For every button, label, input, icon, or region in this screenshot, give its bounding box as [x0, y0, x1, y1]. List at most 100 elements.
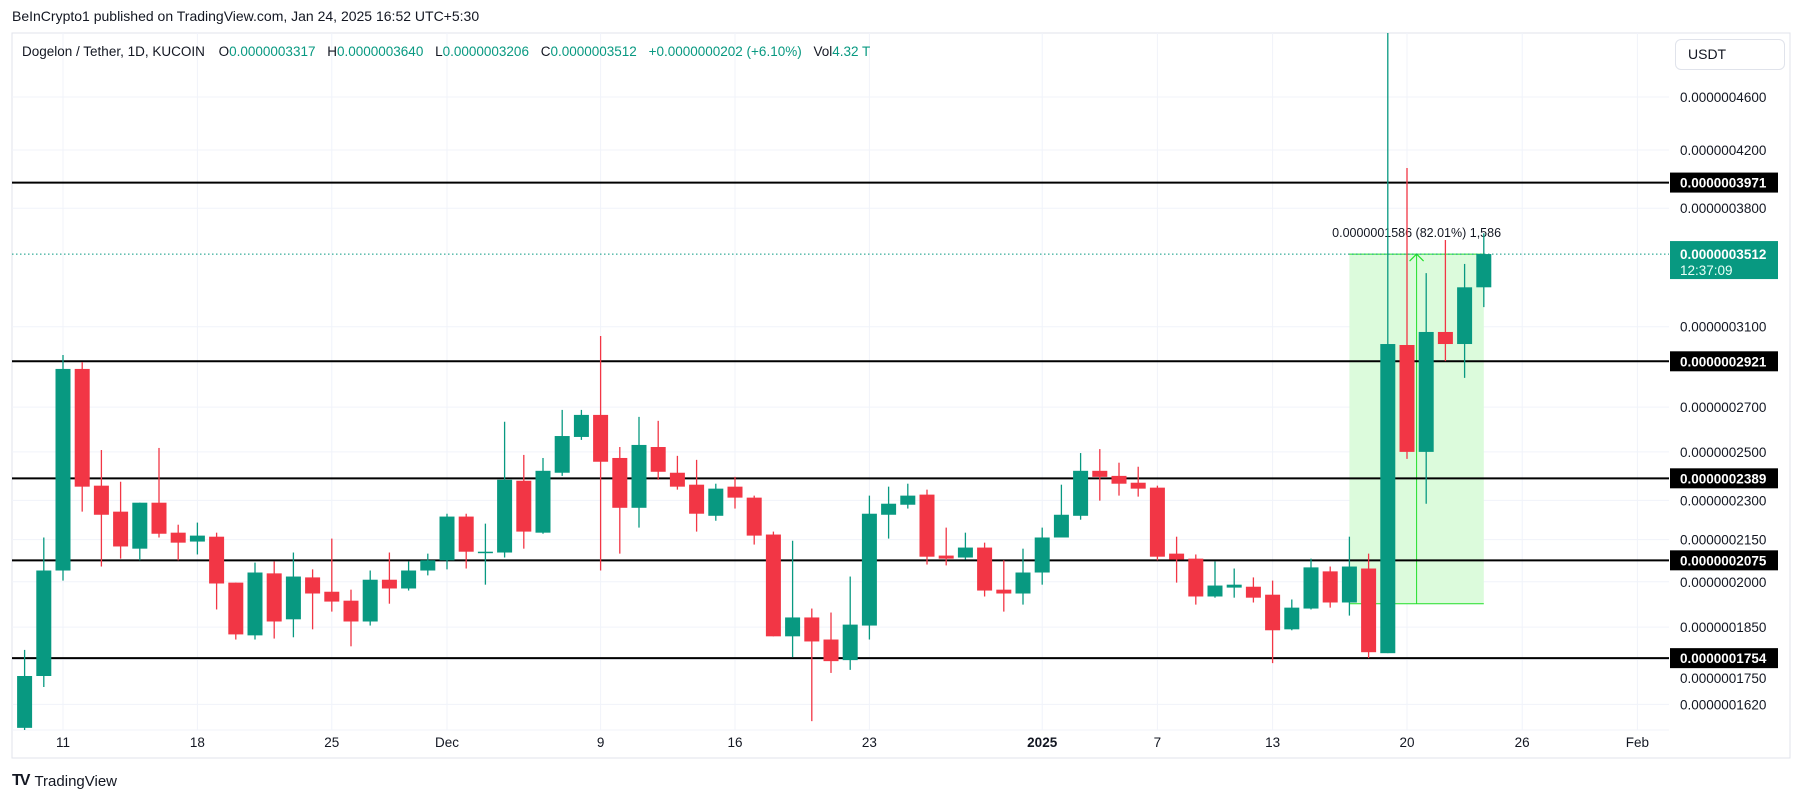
price-tick-label: 0.0000001750 [1680, 671, 1766, 686]
candle-body [36, 570, 52, 676]
candle-body [228, 582, 244, 635]
candle [631, 416, 647, 528]
countdown-label: 12:37:09 [1680, 263, 1733, 278]
candle-body [919, 494, 935, 557]
candle-body [381, 579, 397, 589]
price-tick-label: 0.0000003800 [1680, 201, 1766, 216]
candle [861, 495, 877, 640]
candle [516, 454, 532, 549]
candle [785, 540, 801, 658]
candle-body [631, 444, 647, 508]
candle-body [1034, 537, 1050, 573]
candle-body [1226, 584, 1242, 588]
candle [1149, 485, 1165, 561]
candle-body [1322, 571, 1338, 603]
candle [1399, 167, 1415, 459]
candle [1130, 466, 1146, 497]
candle [113, 481, 129, 559]
level-price-box [1670, 172, 1778, 193]
candle-body [209, 536, 225, 584]
candle-body [17, 675, 33, 728]
candle-body [996, 589, 1012, 594]
candle-body [132, 502, 148, 549]
last-price-box [1670, 241, 1778, 280]
close-label: C [540, 44, 551, 59]
candle [477, 523, 493, 585]
candle [669, 455, 685, 490]
candle-body [612, 457, 628, 508]
price-tick-label: 0.0000002500 [1680, 445, 1766, 460]
close-value: 0.0000003512 [550, 44, 637, 59]
candle-body [689, 484, 705, 514]
candle-body [1437, 331, 1453, 345]
candle-body [842, 624, 858, 661]
candle-body [113, 511, 129, 547]
candle-body [477, 551, 493, 554]
candle-body [765, 534, 781, 637]
date-tick-label: 23 [862, 735, 877, 750]
candle [957, 532, 973, 560]
price-tick-label: 0.0000001620 [1680, 697, 1766, 712]
date-tick-label: 20 [1399, 735, 1414, 750]
candle [1073, 453, 1089, 520]
level-price-label: 0.0000002075 [1680, 553, 1767, 568]
candle-body [573, 414, 589, 437]
candle [708, 483, 724, 521]
price-axis: 0.0000004600 0.0000004200 0.0000003800 0.00… [1670, 90, 1778, 712]
candle [401, 561, 417, 591]
candle-body [1303, 567, 1319, 609]
candle [900, 483, 916, 509]
candle [535, 457, 551, 534]
price-tick-label: 0.0000004200 [1680, 143, 1766, 158]
candle [919, 489, 935, 565]
candle-body [189, 535, 205, 542]
chart-legend: Dogelon / Tether, 1D, KUCOIN O0.00000033… [22, 44, 878, 59]
date-tick-label: Dec [435, 735, 459, 750]
candle [804, 608, 820, 722]
candle [420, 553, 436, 576]
candle [1092, 449, 1108, 501]
level-price-label: 0.0000003971 [1680, 176, 1767, 191]
candle-body [1073, 470, 1089, 516]
candle-body [1053, 514, 1069, 538]
candle-body [823, 639, 839, 662]
candle [1034, 527, 1050, 585]
date-tick-label: 18 [190, 735, 205, 750]
candle [1380, 33, 1396, 654]
candle-body [1361, 568, 1377, 653]
price-tick-label: 0.0000002150 [1680, 533, 1766, 548]
candle [727, 476, 743, 509]
candle [996, 560, 1012, 612]
candle-body [1188, 558, 1204, 597]
candle [1188, 554, 1204, 605]
candle [977, 542, 993, 597]
low-label: L [435, 44, 443, 59]
candle [765, 531, 781, 637]
candle-body [458, 516, 474, 552]
candle [343, 589, 359, 647]
volume-label: Vol [813, 44, 833, 59]
candle-body [343, 600, 359, 622]
candle [573, 409, 589, 440]
candle [266, 561, 282, 639]
candle-body [1457, 287, 1473, 345]
candle-body [727, 486, 743, 498]
candle [228, 582, 244, 640]
candle-body [151, 502, 167, 534]
candle-body [516, 480, 532, 532]
candle [17, 649, 33, 730]
candle [189, 522, 205, 555]
candle-body [593, 414, 609, 462]
candle-body [977, 547, 993, 591]
volume-value: 4.32 T [832, 44, 871, 59]
candle [1322, 566, 1338, 608]
symbol-title[interactable]: Dogelon / Tether, 1D, KUCOIN [22, 44, 205, 59]
candle [36, 537, 52, 688]
currency-button[interactable]: USDT [1675, 39, 1785, 70]
candle-body [55, 368, 71, 571]
candle-body [439, 516, 455, 561]
candle [1169, 536, 1185, 583]
candle-body [497, 479, 513, 553]
date-tick-label: 25 [324, 735, 339, 750]
